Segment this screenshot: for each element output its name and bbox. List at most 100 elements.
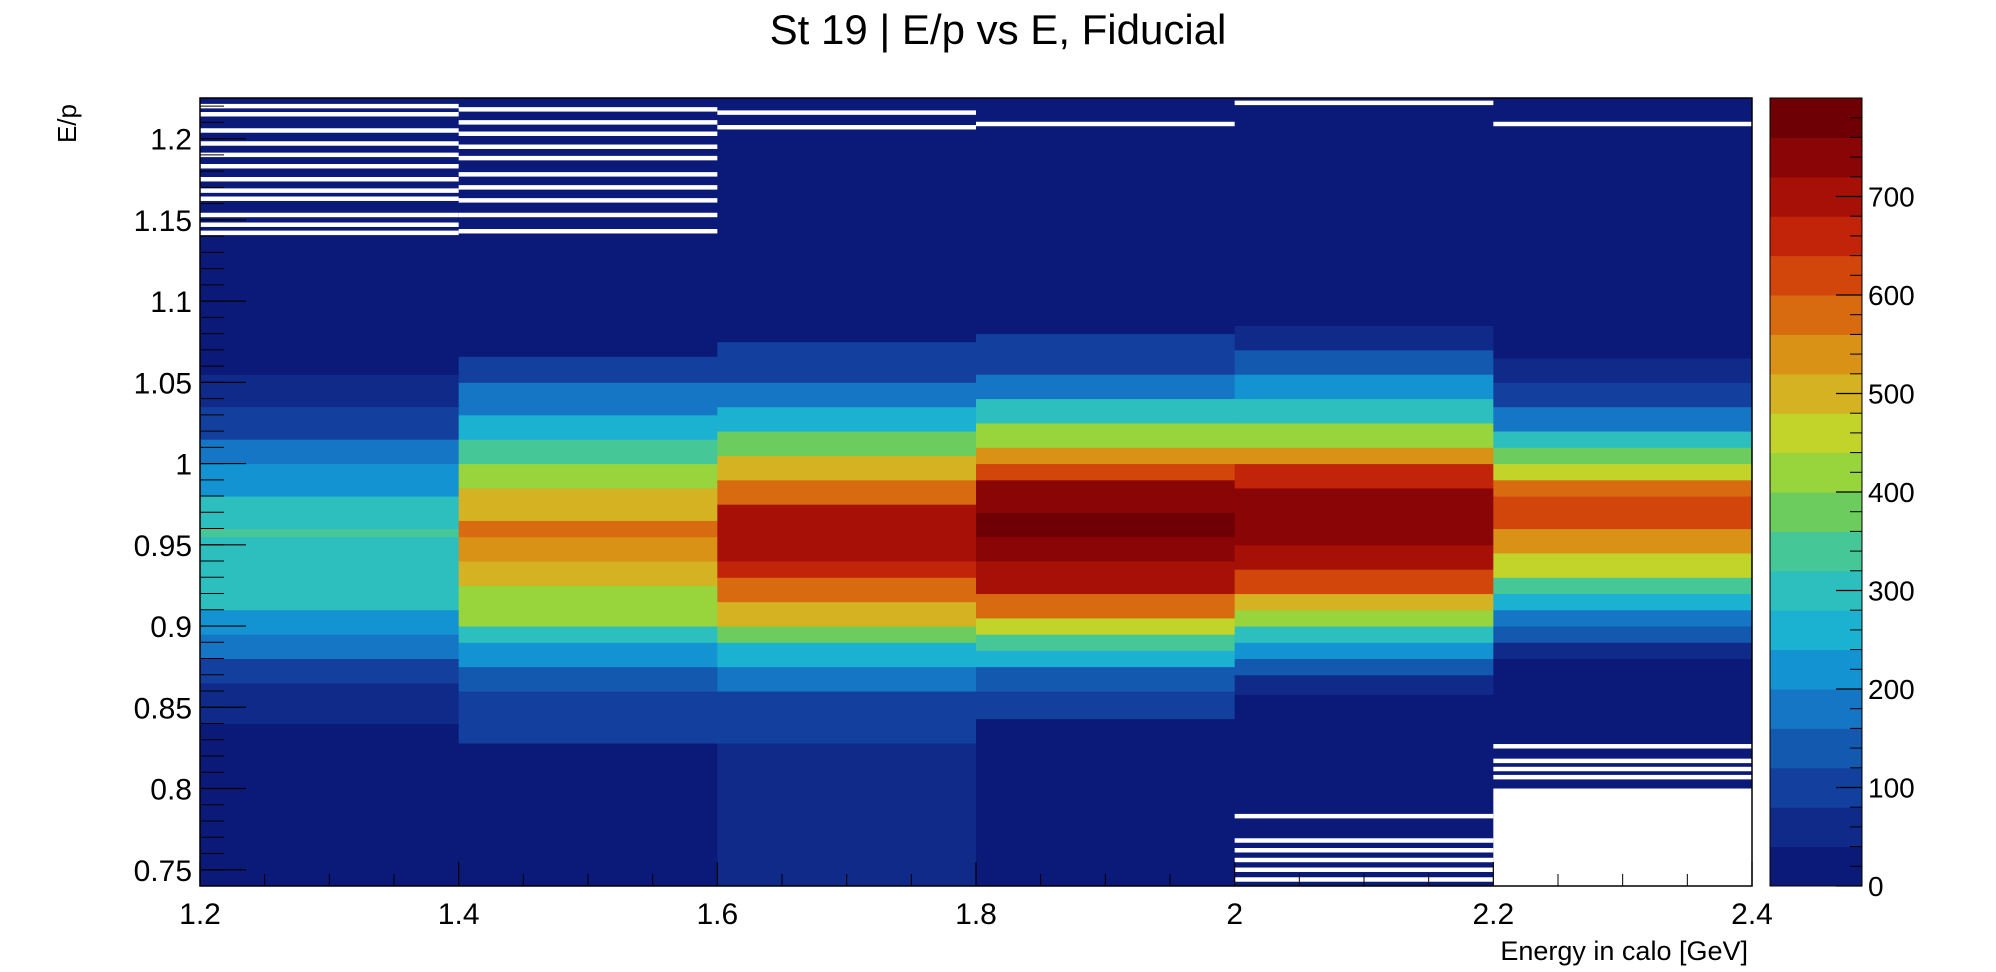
empty-bin-1-4 <box>458 172 718 177</box>
heatmap-cell-0-5 <box>200 536 460 611</box>
empty-bin-0-3 <box>200 196 459 201</box>
heatmap-cell-3-0 <box>976 718 1236 887</box>
heatmap-cell-5-10 <box>1493 463 1753 481</box>
heatmap-cell-1-11 <box>458 439 718 465</box>
heatmap-cell-4-10 <box>1234 463 1494 489</box>
heatmap-cell-2-11 <box>717 431 977 456</box>
heatmap-cell-2-14 <box>717 341 977 383</box>
heatmap-cell-4-9 <box>1234 487 1494 546</box>
empty-bin-5-2 <box>1493 758 1752 764</box>
empty-bin-0-4 <box>200 188 459 193</box>
heatmap-cell-0-9 <box>200 439 460 465</box>
heatmap-cell-1-9 <box>458 487 718 521</box>
colorbar-segment-6 <box>1770 610 1862 651</box>
x-tick-label-0: 1.2 <box>179 898 221 931</box>
heatmap-cell-4-3 <box>1234 642 1494 660</box>
colorbar-tick-label-7: 700 <box>1868 182 1915 213</box>
colorbar-segment-19 <box>1770 98 1862 138</box>
heatmap-cell-1-14 <box>458 356 718 383</box>
empty-bin-1-5 <box>458 155 718 161</box>
heatmap-cell-5-17 <box>1493 98 1753 326</box>
heatmap-cell-2-12 <box>717 406 977 432</box>
heatmap-cell-1-13 <box>458 382 718 416</box>
heatmap-cell-2-7 <box>717 561 977 578</box>
heatmap-cell-5-13 <box>1493 406 1753 432</box>
heatmap-cells <box>200 98 1753 887</box>
empty-bin-1-2 <box>458 198 718 203</box>
heatmap-cell-0-4 <box>200 609 460 635</box>
heatmap-cell-3-8 <box>976 536 1236 562</box>
colorbar-segment-16 <box>1770 216 1862 257</box>
empty-bin-1-8 <box>458 120 718 125</box>
y-tick-label-9: 1.2 <box>150 124 192 157</box>
colorbar-segment-11 <box>1770 413 1862 454</box>
heatmap-cell-1-15 <box>458 98 718 357</box>
y-tick-label-5: 1 <box>175 449 192 482</box>
empty-bin-4-6 <box>1234 100 1494 106</box>
empty-bin-0-11 <box>200 103 459 109</box>
heatmap-cell-4-11 <box>1234 447 1494 465</box>
y-tick-label-3: 0.9 <box>150 611 192 644</box>
empty-bin-4-4 <box>1234 838 1494 843</box>
heatmap-cell-0-6 <box>200 528 460 538</box>
heatmap-cell-3-12 <box>976 447 1236 465</box>
heatmap-cell-5-4 <box>1493 593 1753 611</box>
heatmap-cell-3-15 <box>976 374 1236 400</box>
x-tick-label-1: 1.4 <box>438 898 480 931</box>
y-tick-label-2: 0.85 <box>134 692 192 725</box>
colorbar: 0 100 200 300 400 500 600 700 <box>1769 97 1915 902</box>
empty-bin-0-1 <box>200 222 459 227</box>
heatmap-cell-1-7 <box>458 536 718 562</box>
y-tick-label-6: 1.05 <box>134 367 192 400</box>
colorbar-segment-0 <box>1770 846 1862 887</box>
heatmap-cell-5-16 <box>1493 325 1753 359</box>
x-tick-label-5: 2.2 <box>1472 898 1514 931</box>
colorbar-segment-10 <box>1770 452 1862 493</box>
heatmap-cell-0-1 <box>200 682 460 725</box>
heatmap-cell-1-10 <box>458 463 718 489</box>
heatmap-cell-2-15 <box>717 98 977 343</box>
heatmap-cell-0-3 <box>200 634 460 660</box>
empty-bin-5-0 <box>1493 774 1752 780</box>
heatmap-cell-4-13 <box>1234 398 1494 424</box>
colorbar-segment-15 <box>1770 255 1862 296</box>
heatmap-cell-4-2 <box>1234 658 1494 676</box>
empty-bin-1-3 <box>458 185 718 190</box>
colorbar-segment-5 <box>1770 649 1862 690</box>
empty-bin-0-8 <box>200 141 459 146</box>
heatmap-cell-0-8 <box>200 463 460 497</box>
y-tick-label-1: 0.8 <box>150 774 192 807</box>
heatmap-cell-5-3 <box>1493 609 1753 627</box>
heatmap-cell-5-14 <box>1493 382 1753 408</box>
x-tick-label-3: 1.8 <box>955 898 997 931</box>
heatmap-cell-2-1 <box>717 691 977 744</box>
heatmap-cell-1-4 <box>458 626 718 643</box>
heatmap-cell-4-0 <box>1234 694 1494 887</box>
empty-bin-0-2 <box>200 212 459 218</box>
colorbar-segment-3 <box>1770 728 1862 769</box>
heatmap-cell-2-6 <box>717 577 977 603</box>
colorbar-tick-label-2: 200 <box>1868 674 1915 705</box>
y-axis: 0.75 0.8 0.85 0.9 0.95 1 1.05 1.1 1.15 1.2 <box>134 105 246 888</box>
heatmap-cell-5-5 <box>1493 577 1753 595</box>
colorbar-segment-9 <box>1770 492 1862 532</box>
colorbar-tick-label-5: 500 <box>1868 379 1915 410</box>
heatmap-cell-5-9 <box>1493 479 1753 497</box>
x-tick-label-4: 2 <box>1226 898 1243 931</box>
heatmap-cell-0-7 <box>200 496 460 530</box>
empty-bin-5-1 <box>1493 766 1752 772</box>
colorbar-tick-label-0: 0 <box>1868 871 1884 902</box>
y-tick-label-4: 0.95 <box>134 530 192 563</box>
heatmap-cell-1-3 <box>458 642 718 668</box>
x-tick-label-2: 1.6 <box>696 898 738 931</box>
heatmap-cell-5-7 <box>1493 528 1753 554</box>
heatmap-cell-4-17 <box>1234 98 1494 326</box>
heatmap-cell-1-6 <box>458 561 718 586</box>
heatmap-cell-1-12 <box>458 414 718 440</box>
heatmap-cell-2-4 <box>717 626 977 643</box>
heatmap-cell-4-16 <box>1234 325 1494 351</box>
heatmap-cell-4-12 <box>1234 422 1494 448</box>
heatmap-cell-3-16 <box>976 333 1236 375</box>
